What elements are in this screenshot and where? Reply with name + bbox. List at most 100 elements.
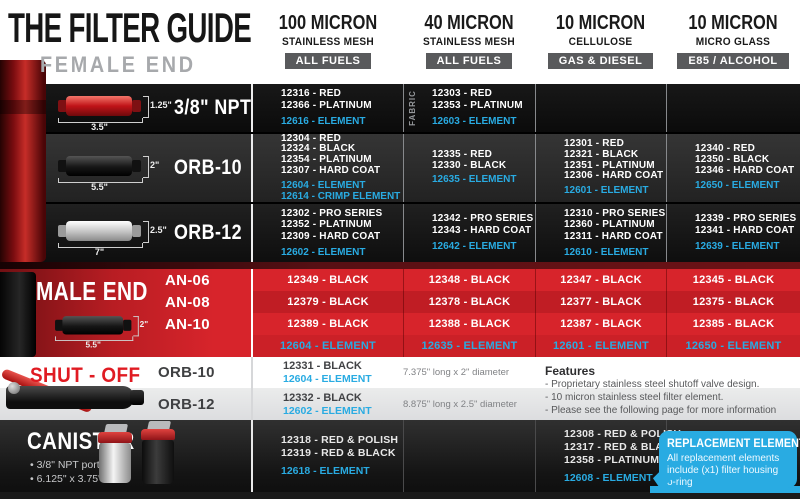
row-label: 3/8" NPT [174, 96, 252, 119]
part-number: 12385 - BLACK [666, 313, 800, 335]
element-list: 12642 - ELEMENT [432, 241, 535, 253]
element-number: 12602 - ELEMENT [283, 404, 372, 417]
part-number: 12311 - HARD COAT [564, 230, 663, 242]
canister-spec-bullet: • 6.125" x 3.75" [30, 473, 102, 485]
features-list: - Proprietary stainless steel shutoff va… [545, 378, 795, 417]
row-label-area: ORB-12 [0, 388, 253, 420]
element-list: 12650 - ELEMENT [695, 179, 800, 192]
part-number: 12310 - PRO SERIES [564, 207, 666, 219]
filter-cell-empty [535, 84, 666, 132]
element-number: 12650 - ELEMENT [666, 335, 800, 357]
blue-accent-bar [650, 486, 800, 493]
filter-body [62, 316, 124, 335]
shut-off-row-orb-10: ORB-10 12331 - BLACK 12604 - ELEMENT 7.3… [0, 357, 800, 388]
element-number: 12616 - ELEMENT [281, 116, 366, 128]
row-data-grid: 12316 - RED 12366 - PLATINUM 12616 - ELEM… [253, 84, 800, 132]
canister-spec-bullet: • 3/8" NPT ports. [30, 459, 108, 471]
canister-body [142, 440, 174, 484]
female-row-orb-10: 2" 5.5" ORB-10 12304 - RED 12324 - BLACK 1… [0, 132, 800, 204]
part-number: 12302 - PRO SERIES [281, 207, 383, 219]
part-number: 12342 - PRO SERIES [432, 213, 534, 225]
part-list: 12301 - RED 12321 - BLACK 12351 - PLATINUM… [564, 138, 666, 182]
element-list: 12616 - ELEMENT [281, 116, 403, 128]
media-type: STAINLESS MESH [282, 36, 374, 48]
an-10-row: 12389 - BLACK 12388 - BLACK 12387 - BLAC… [253, 313, 800, 335]
element-number: 12610 - ELEMENT [564, 247, 649, 258]
filter-cell: 12331 - BLACK 12604 - ELEMENT [253, 357, 403, 388]
column-headers: 100 MICRON STAINLESS MESH ALL FUELS 40 M… [253, 12, 800, 69]
part-number: 12366 - PLATINUM [281, 99, 372, 111]
part-number: 12388 - BLACK [403, 313, 535, 335]
element-number: 12604 - ELEMENT [283, 373, 372, 385]
part-list: 12340 - RED 12350 - BLACK 12346 - HARD COA… [695, 144, 800, 176]
part-number: 12339 - PRO SERIES [695, 213, 797, 225]
micron-rating: 10 MICRON [688, 12, 778, 34]
dimension-line-height [143, 156, 149, 178]
filter-body [66, 96, 132, 116]
inline-filter-image: 2" 5.5" [44, 306, 148, 349]
black-fitting-product-photo [0, 272, 36, 357]
element-number: 12601 - ELEMENT [564, 185, 649, 197]
column-header-100-micron: 100 MICRON STAINLESS MESH ALL FUELS [253, 12, 403, 69]
row-label: ORB-12 [174, 221, 243, 244]
part-number: 12353 - PLATINUM [432, 99, 523, 111]
element-number: 12650 - ELEMENT [695, 179, 780, 191]
dimensions-note: 7.375" long x 2" diameter [403, 367, 510, 378]
callout-body: All replacement elements include (x1) fi… [667, 453, 780, 488]
filter-cap-left [58, 100, 67, 112]
part-number: 12343 - HARD COAT [432, 224, 532, 236]
part-list: 12339 - PRO SERIES 12341 - HARD COAT [695, 213, 800, 236]
filter-cell: 12310 - PRO SERIES 12360 - PLATINUM 12311 … [535, 204, 666, 262]
dimension-line-height [133, 316, 139, 337]
dimensions-note: 8.875" long x 2.5" diameter [403, 398, 517, 410]
dimension-line-length [58, 243, 143, 248]
part-number: 12301 - RED [564, 138, 625, 149]
filter-cell: 12340 - RED 12350 - BLACK 12346 - HARD COA… [666, 134, 800, 202]
valve-body [6, 386, 134, 409]
part-number: 12318 - RED & POLISH [281, 434, 399, 446]
micron-rating: 10 MICRON [555, 12, 646, 34]
dimension-length-label: 3.5" [91, 122, 108, 132]
male-end-band: MALE END AN-06 AN-08 AN-10 2" 5.5" 12349… [0, 262, 800, 357]
filter-cell: 12332 - BLACK 12602 - ELEMENT [253, 388, 403, 420]
element-list: 12618 - ELEMENT [281, 465, 403, 478]
features-title: Features [545, 364, 596, 378]
footer-strip [0, 492, 800, 499]
filter-cap-right [132, 160, 141, 172]
row-label: ORB-12 [158, 395, 215, 413]
inline-filter-image: 2" 5.5" [46, 145, 159, 192]
filter-cap-left [58, 225, 67, 237]
silver-canister-photo [98, 424, 132, 486]
features-block: Features - Proprietary stainless steel s… [545, 364, 795, 417]
element-list: 12604 - ELEMENT 12614 - CRIMP ELEMENT [281, 180, 403, 203]
feature-line: - 10 micron stainless steel filter eleme… [545, 392, 724, 403]
media-type: MICRO GLASS [695, 36, 771, 48]
media-type: STAINLESS MESH [423, 36, 515, 48]
filter-cell: 12342 - PRO SERIES 12343 - HARD COAT 1264… [403, 204, 535, 262]
row-label: ORB-10 [158, 364, 215, 381]
part-number: 12375 - BLACK [666, 291, 800, 313]
part-number: 12349 - BLACK [287, 274, 369, 286]
canister-cap [98, 432, 132, 443]
dimension-line-height [143, 221, 149, 243]
part-number: 12378 - BLACK [403, 291, 535, 313]
female-row-38-npt: 1.25" 3.5" 3/8" NPT 12316 - RED 12366 - P… [0, 84, 800, 134]
filter-cell: 12339 - PRO SERIES 12341 - HARD COAT 1263… [666, 204, 800, 262]
element-number: 12614 - CRIMP ELEMENT [281, 190, 401, 202]
part-list: 12304 - RED 12324 - BLACK 12354 - PLATINUM… [281, 132, 403, 177]
canister-band: CANISTER • 3/8" NPT ports. • 6.125" x 3.7… [0, 420, 800, 492]
filter-body [66, 156, 132, 176]
element-number: 12602 - ELEMENT [281, 247, 366, 258]
filter-cell: 12308 - RED & POLISH 12317 - RED & BLACK 1… [535, 420, 682, 492]
part-number: 12304 - RED [281, 132, 342, 144]
element-number: 12601 - ELEMENT [535, 335, 666, 357]
part-number: 12319 - RED & BLACK [281, 447, 396, 459]
part-number: 12308 - RED & POLISH [564, 427, 682, 440]
element-list: 12601 - ELEMENT [564, 185, 666, 197]
element-number: 12618 - ELEMENT [281, 465, 370, 477]
male-end-title: MALE END [36, 276, 148, 306]
dimension-line-length [55, 336, 134, 341]
micron-rating: 40 MICRON [424, 12, 514, 34]
part-number: 12352 - PLATINUM [281, 219, 372, 230]
